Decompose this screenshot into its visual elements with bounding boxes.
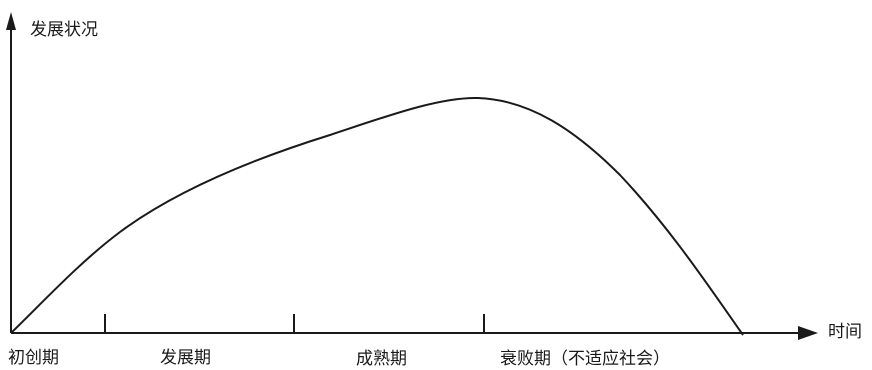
x-axis-label: 时间 xyxy=(828,322,862,342)
lifecycle-curve xyxy=(10,96,744,336)
x-axis-arrow xyxy=(798,326,818,340)
y-axis-arrow xyxy=(6,12,16,30)
stage-label-maturity: 成熟期 xyxy=(356,349,407,369)
stage-label-decline: 衰败期（不适应社会） xyxy=(500,349,670,369)
y-axis-label: 发展状况 xyxy=(30,20,98,40)
stage-label-growth: 发展期 xyxy=(160,348,211,368)
stage-label-startup: 初创期 xyxy=(8,348,59,368)
